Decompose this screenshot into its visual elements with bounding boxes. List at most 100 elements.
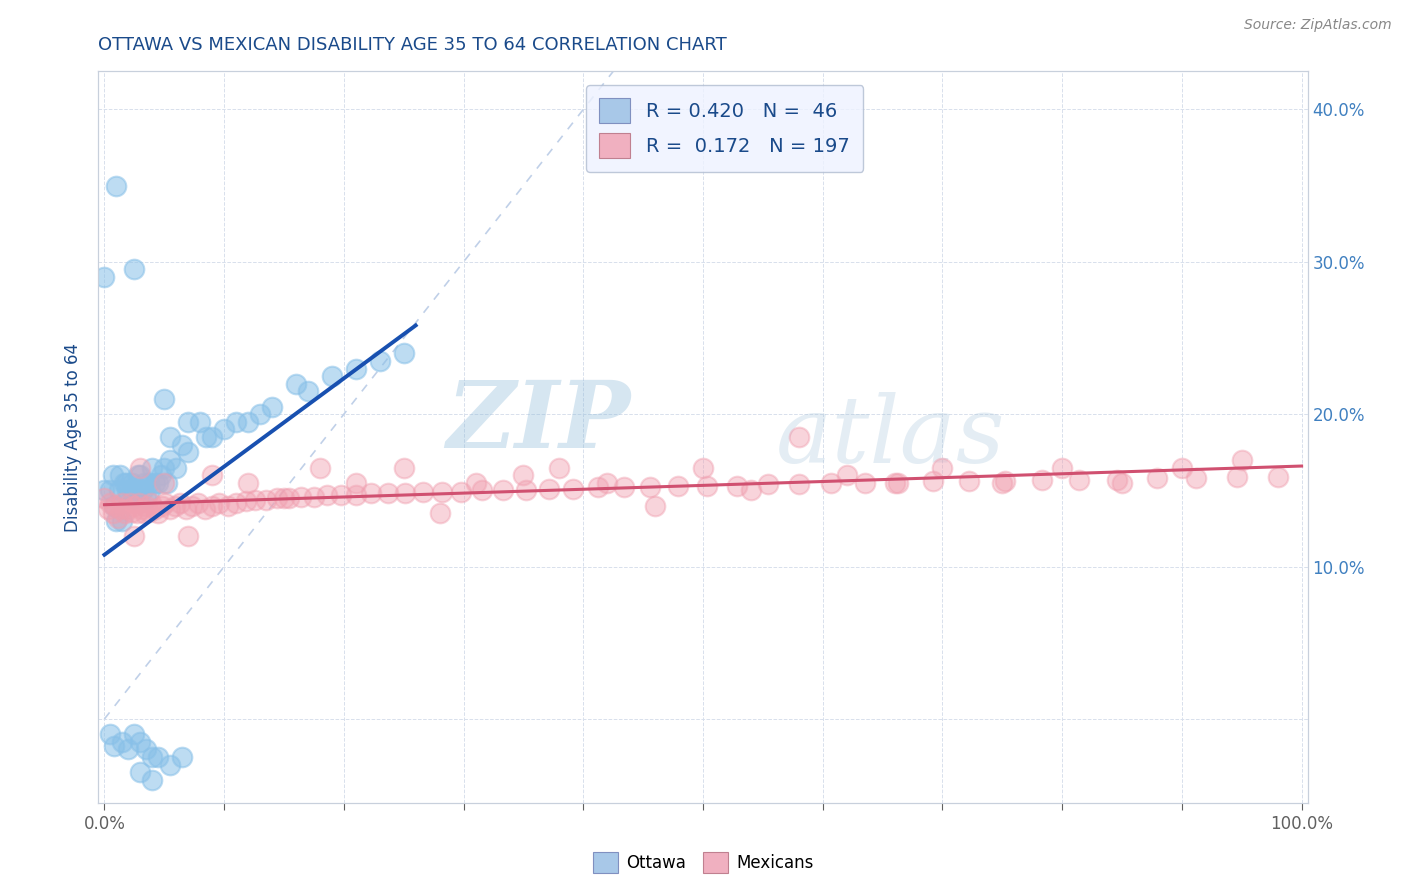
Point: [321, 369, 343, 384]
Point: [596, 475, 619, 490]
Point: [139, 495, 162, 509]
Point: [108, 468, 131, 483]
Point: [756, 477, 779, 491]
Point: [153, 475, 176, 490]
Point: [1267, 469, 1289, 483]
Point: [149, 468, 172, 483]
Point: [360, 486, 382, 500]
Point: [429, 506, 451, 520]
Text: ZIP: ZIP: [446, 377, 630, 467]
Point: [883, 475, 905, 490]
Point: [135, 742, 157, 756]
Point: [1050, 460, 1073, 475]
Point: [412, 485, 434, 500]
Point: [394, 486, 416, 500]
Point: [180, 499, 202, 513]
Point: [464, 475, 486, 490]
Point: [217, 499, 239, 513]
Point: [132, 483, 155, 498]
Point: [492, 483, 515, 498]
Point: [111, 735, 134, 749]
Point: [344, 488, 367, 502]
Point: [512, 468, 534, 483]
Point: [129, 460, 152, 475]
Point: [1031, 473, 1053, 487]
Point: [957, 475, 980, 489]
Point: [108, 501, 131, 516]
Point: [277, 491, 299, 505]
Point: [284, 376, 307, 391]
Point: [1226, 469, 1249, 483]
Point: [129, 735, 152, 749]
Point: [994, 475, 1017, 489]
Point: [124, 491, 146, 505]
Point: [121, 475, 143, 490]
Point: [115, 475, 138, 490]
Text: Source: ZipAtlas.com: Source: ZipAtlas.com: [1244, 18, 1392, 32]
Point: [135, 499, 157, 513]
Point: [115, 483, 138, 498]
Point: [537, 482, 560, 496]
Point: [644, 499, 666, 513]
Point: [177, 415, 200, 429]
Point: [430, 485, 453, 500]
Point: [195, 430, 218, 444]
Point: [172, 438, 194, 452]
Point: [820, 475, 842, 490]
Point: [450, 485, 472, 500]
Point: [1146, 471, 1168, 485]
Point: [470, 483, 492, 498]
Point: [201, 499, 224, 513]
Point: [115, 501, 138, 516]
Point: [148, 475, 170, 490]
Text: atlas: atlas: [776, 392, 1005, 482]
Point: [159, 430, 181, 444]
Point: [141, 772, 163, 787]
Point: [163, 499, 186, 513]
Y-axis label: Disability Age 35 to 64: Disability Age 35 to 64: [65, 343, 83, 532]
Point: [159, 501, 181, 516]
Point: [309, 460, 332, 475]
Point: [368, 354, 391, 368]
Point: [236, 415, 259, 429]
Point: [316, 488, 339, 502]
Legend: R = 0.420   N =  46, R =  0.172   N = 197: R = 0.420 N = 46, R = 0.172 N = 197: [586, 85, 863, 171]
Point: [201, 430, 224, 444]
Point: [225, 415, 247, 429]
Point: [132, 475, 155, 490]
Point: [103, 739, 125, 754]
Point: [93, 491, 115, 505]
Point: [1107, 473, 1129, 487]
Point: [105, 178, 128, 193]
Point: [344, 475, 367, 490]
Point: [212, 422, 235, 436]
Point: [138, 505, 160, 519]
Point: [117, 491, 139, 505]
Point: [97, 501, 120, 516]
Point: [835, 468, 858, 483]
Point: [165, 460, 187, 475]
Point: [787, 477, 810, 491]
Point: [121, 505, 143, 519]
Point: [129, 468, 152, 483]
Point: [138, 475, 160, 490]
Point: [169, 495, 191, 509]
Point: [561, 482, 583, 496]
Point: [273, 491, 295, 505]
Point: [177, 529, 200, 543]
Text: OTTAWA VS MEXICAN DISABILITY AGE 35 TO 64 CORRELATION CHART: OTTAWA VS MEXICAN DISABILITY AGE 35 TO 6…: [98, 36, 727, 54]
Point: [101, 468, 124, 483]
Point: [302, 490, 325, 504]
Point: [125, 506, 148, 520]
Point: [245, 492, 267, 507]
Point: [236, 475, 259, 490]
Point: [392, 460, 415, 475]
Point: [254, 492, 277, 507]
Point: [260, 400, 283, 414]
Point: [148, 750, 170, 764]
Point: [931, 460, 953, 475]
Point: [159, 757, 181, 772]
Point: [114, 506, 136, 520]
Point: [177, 445, 200, 459]
Point: [93, 270, 115, 285]
